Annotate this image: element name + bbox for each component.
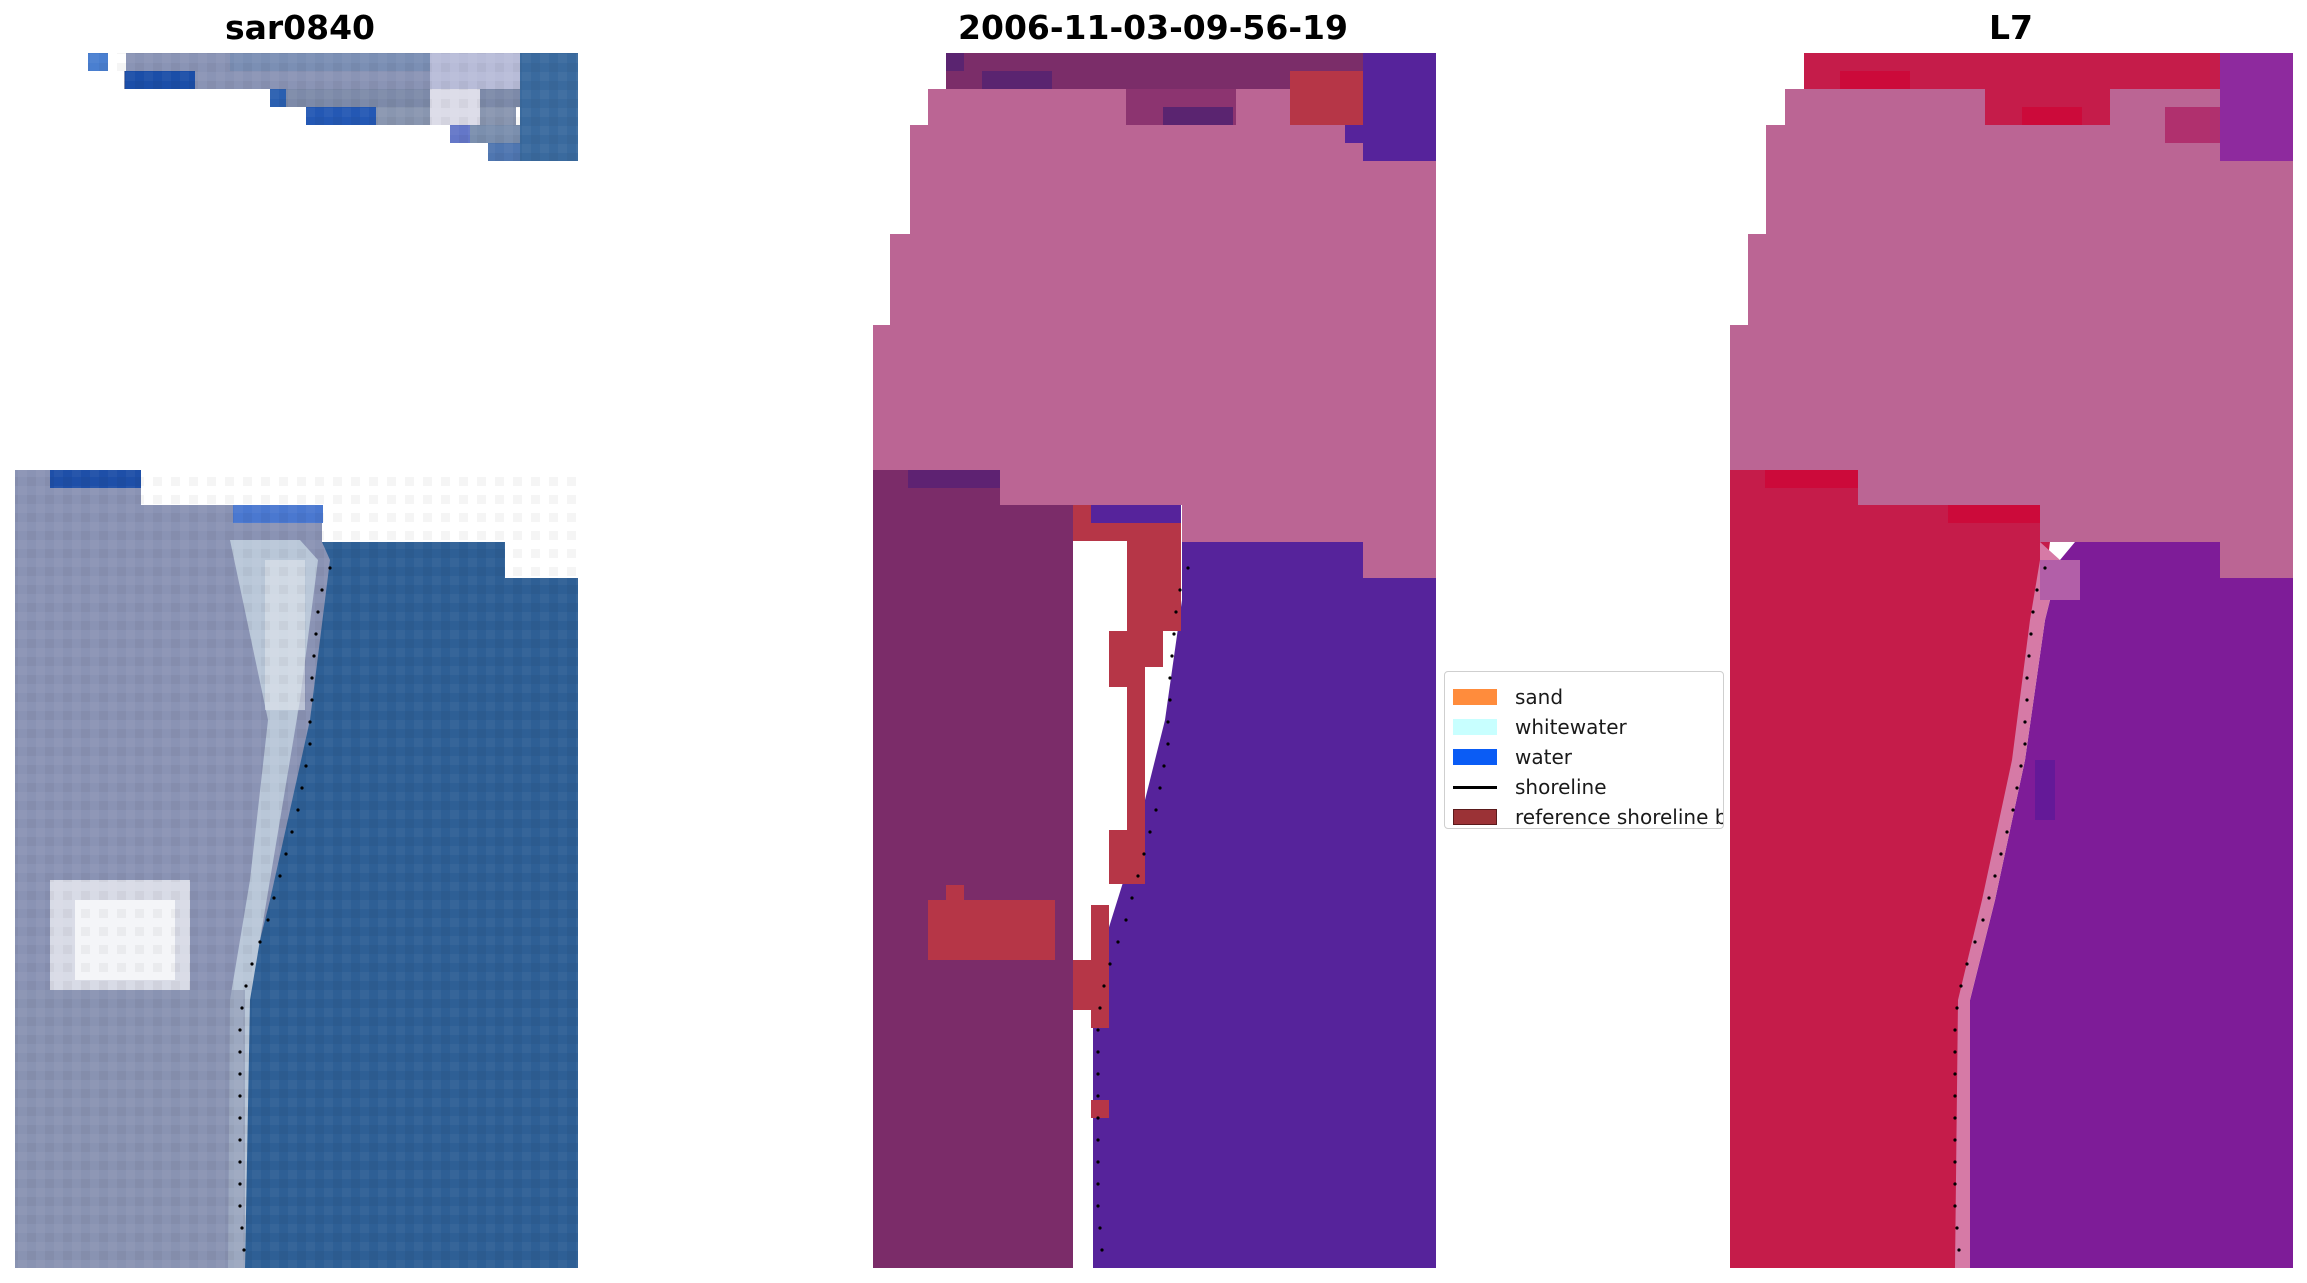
classified-nodata-area xyxy=(873,53,1436,578)
legend-swatch-water xyxy=(1453,749,1497,765)
mndwi-land-area xyxy=(1730,470,2050,1268)
rgb-top-strip xyxy=(88,53,578,161)
legend-label-shoreline: shoreline xyxy=(1515,775,1607,799)
panel-title-classified: 2006-11-03-09-56-19 xyxy=(958,8,1348,47)
legend-item-whitewater: whitewater xyxy=(1453,715,1627,739)
legend-label-water: water xyxy=(1515,745,1572,769)
classified-buffer xyxy=(928,505,1181,1118)
mndwi-water-area xyxy=(1970,542,2293,1268)
legend-label-whitewater: whitewater xyxy=(1515,715,1627,739)
legend-label-sand: sand xyxy=(1515,685,1564,709)
mndwi-nodata-area xyxy=(1730,53,2293,578)
legend-swatch-reference-shoreline xyxy=(1453,809,1497,825)
panel-title-mndwi: L7 xyxy=(1989,8,2033,47)
legend-item-shoreline: shoreline xyxy=(1453,775,1607,799)
legend-line-shoreline xyxy=(1453,785,1497,789)
legend-label-reference-shoreline: reference shoreline b xyxy=(1515,805,1724,829)
rgb-main-image xyxy=(15,470,578,1268)
panel-title-rgb: sar0840 xyxy=(224,8,376,47)
legend-item-water: water xyxy=(1453,745,1572,769)
classified-land-area xyxy=(873,470,1073,1268)
legend-swatch-sand xyxy=(1453,689,1497,705)
legend-swatch-whitewater xyxy=(1453,719,1497,735)
legend-item-reference-shoreline: reference shoreline b xyxy=(1453,805,1724,829)
classified-water-area xyxy=(1093,542,1436,1268)
legend-item-sand: sand xyxy=(1453,685,1563,709)
legend: sand whitewater water shoreline referenc… xyxy=(1444,671,1724,829)
